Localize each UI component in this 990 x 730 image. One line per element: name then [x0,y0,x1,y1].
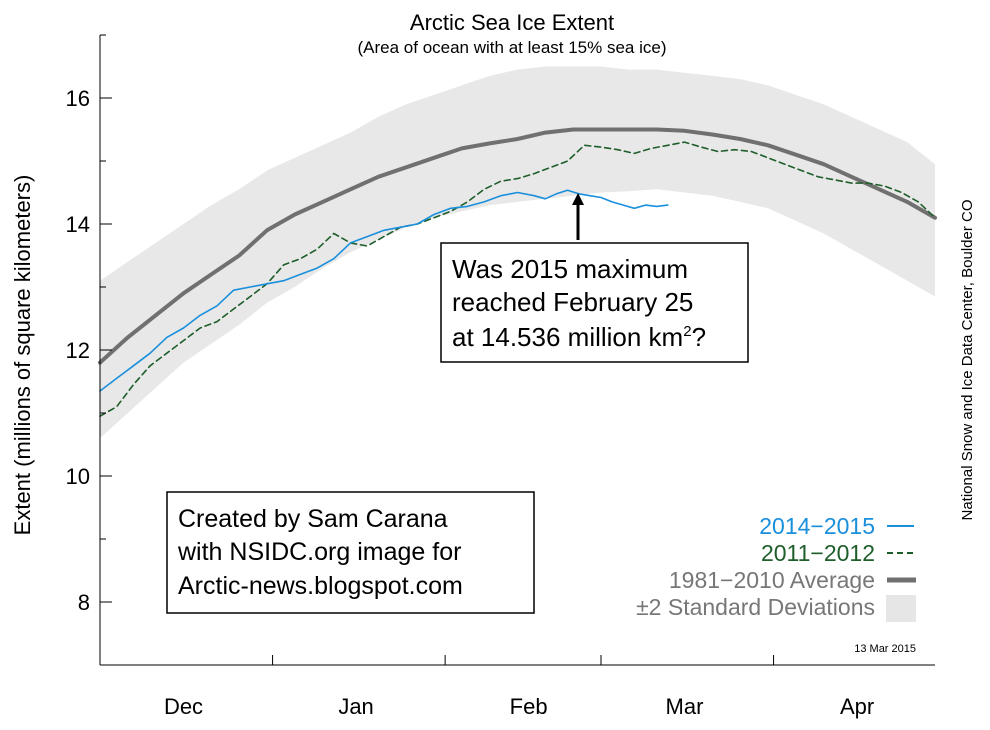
chart-subtitle: (Area of ocean with at least 15% sea ice… [358,38,667,57]
legend-label-average: 1981−2010 Average [669,567,875,593]
x-tick-label: Mar [666,694,704,719]
credit-line-3: Arctic-news.blogspot.com [178,572,463,600]
y-tick-label: 8 [78,590,90,615]
x-tick-label: Jan [338,694,373,719]
series-line-average-1981-2010 [98,127,937,365]
credit-line-2: with NSIDC.org image for [177,538,461,566]
annotation-line-3: at 14.536 million km2? [452,322,706,352]
legend-label-2014-2015: 2014−2015 [759,513,875,539]
y-tick-label: 14 [66,212,90,237]
x-tick-label: Feb [510,694,548,719]
credit-box [166,491,535,614]
legend-label-std: ±2 Standard Deviations [636,594,875,620]
annotation-line-2: reached February 25 [452,287,693,317]
std-band-layer [100,66,935,439]
legend-swatch-std [886,595,916,622]
legend-label-2011-2012: 2011−2012 [761,540,875,566]
std-deviation-band [100,66,935,439]
credit-line-1: Created by Sam Carana [178,505,448,533]
x-ticks: Dec Jan Feb Mar Apr [164,655,874,719]
y-axis-label: Extent (millions of square kilometers) [10,175,35,536]
credit-vertical: National Snow and Ice Data Center, Bould… [959,199,976,520]
x-tick-label: Apr [840,694,874,719]
series-line-2014-2015 [99,189,669,392]
x-tick-label: Dec [164,694,203,719]
annotation-line-1: Was 2015 maximum [452,254,688,284]
legend: 2014−2015 2011−2012 1981−2010 Average ±2… [636,513,916,622]
series-line-2011-2012 [99,141,936,418]
y-tick-label: 16 [66,86,90,111]
y-tick-label: 12 [66,338,90,363]
chart-title: Arctic Sea Ice Extent [410,10,614,35]
series-layer [98,127,937,418]
y-tick-label: 10 [66,464,90,489]
annotation-box [440,242,749,363]
date-stamp: 13 Mar 2015 [854,643,916,655]
y-ticks: 8 10 12 14 16 [66,34,112,666]
annotation-arrow-head [572,193,584,205]
